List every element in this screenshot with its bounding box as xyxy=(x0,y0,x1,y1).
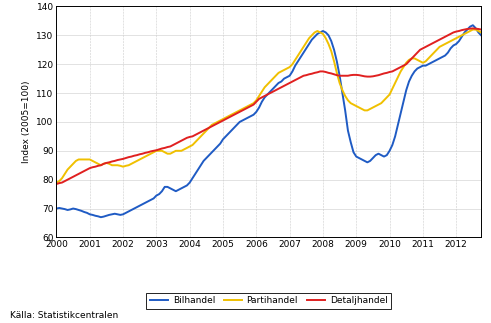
Partihandel xyxy=(484,33,490,37)
Bilhandel xyxy=(484,38,490,42)
Line: Partihandel: Partihandel xyxy=(56,29,487,182)
Line: Detaljhandel: Detaljhandel xyxy=(56,28,487,184)
Partihandel xyxy=(54,181,59,184)
Detaljhandel xyxy=(231,113,237,117)
Legend: Bilhandel, Partihandel, Detaljhandel: Bilhandel, Partihandel, Detaljhandel xyxy=(146,293,391,309)
Bilhandel xyxy=(354,155,359,159)
Bilhandel xyxy=(164,185,170,189)
Detaljhandel xyxy=(470,26,476,30)
Detaljhandel xyxy=(215,121,220,125)
Bilhandel xyxy=(234,123,240,127)
Bilhandel xyxy=(98,215,104,219)
Partihandel xyxy=(215,120,220,124)
Partihandel xyxy=(309,33,315,37)
Partihandel xyxy=(162,150,167,154)
Detaljhandel xyxy=(484,28,490,32)
Detaljhandel xyxy=(162,146,167,150)
Bilhandel xyxy=(312,35,318,39)
Detaljhandel xyxy=(309,72,315,76)
Partihandel xyxy=(470,27,476,31)
Partihandel xyxy=(231,111,237,115)
Detaljhandel xyxy=(401,64,407,68)
Bilhandel xyxy=(218,142,223,146)
Detaljhandel xyxy=(54,182,59,186)
Partihandel xyxy=(401,65,407,69)
Partihandel xyxy=(351,103,356,107)
Bilhandel xyxy=(54,207,59,211)
Detaljhandel xyxy=(351,73,356,77)
Text: Källa: Statistikcentralen: Källa: Statistikcentralen xyxy=(10,311,118,320)
Bilhandel xyxy=(403,88,409,92)
Line: Bilhandel: Bilhandel xyxy=(56,25,487,217)
Bilhandel xyxy=(470,23,476,27)
Y-axis label: Index (2005=100): Index (2005=100) xyxy=(22,81,31,163)
